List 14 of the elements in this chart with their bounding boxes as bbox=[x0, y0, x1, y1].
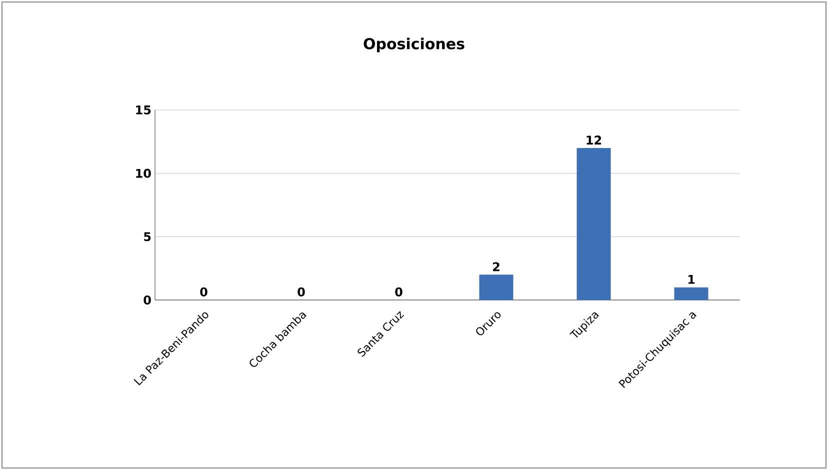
data-label: 0 bbox=[200, 287, 208, 296]
chart-title: Oposiciones bbox=[364, 38, 464, 52]
y-tick-label: 0 bbox=[144, 295, 151, 305]
y-tick-label: 5 bbox=[144, 232, 151, 242]
data-label: 12 bbox=[586, 136, 602, 144]
bar bbox=[479, 274, 514, 300]
data-label: 0 bbox=[298, 287, 305, 296]
y-tick-label: 10 bbox=[136, 168, 151, 178]
data-label: 0 bbox=[395, 287, 402, 296]
bar bbox=[576, 148, 611, 300]
data-label: 2 bbox=[493, 262, 500, 272]
bar bbox=[674, 287, 708, 300]
y-tick-label: 15 bbox=[136, 106, 151, 114]
data-label: 1 bbox=[688, 275, 695, 284]
